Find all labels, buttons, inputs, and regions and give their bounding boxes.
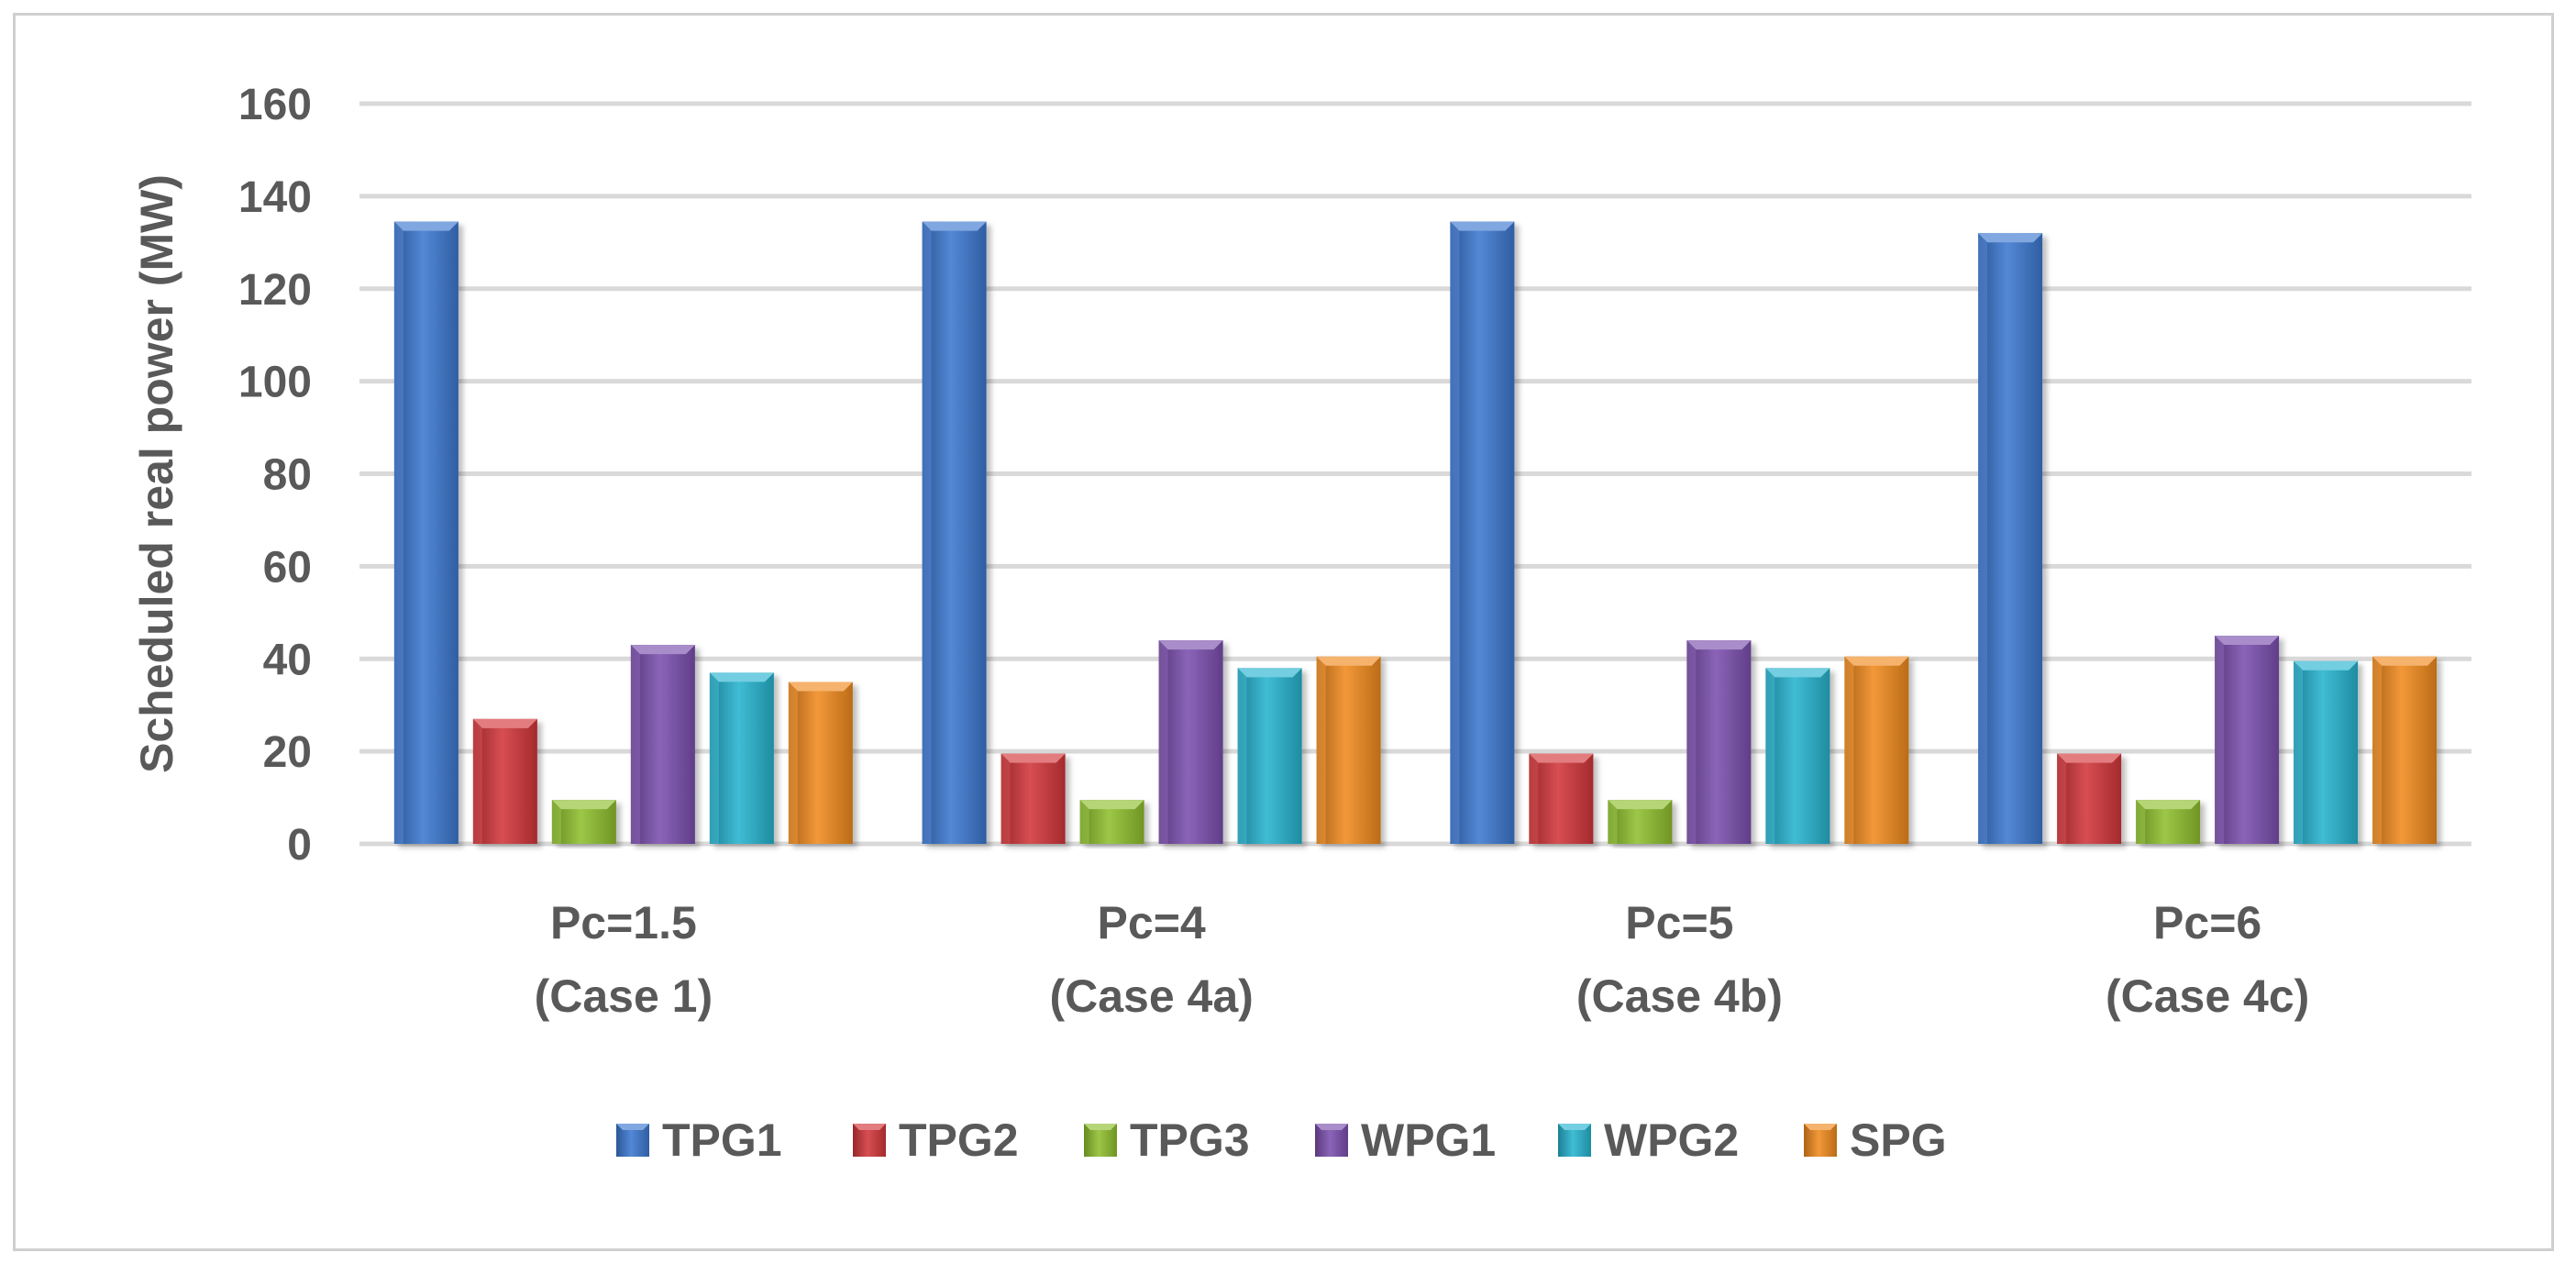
bar-wpg2-2 — [1237, 668, 1302, 844]
y-tick-label: 140 — [238, 173, 312, 222]
bar-tpg1-2 — [922, 221, 987, 845]
bar-wpg1-4 — [2215, 636, 2280, 844]
bar-tpg3-4 — [2136, 800, 2201, 844]
y-tick-label: 60 — [263, 543, 312, 592]
x-tick-label: Pc=1.5 — [550, 897, 697, 948]
legend-label: WPG1 — [1361, 1114, 1496, 1166]
x-tick-label: Pc=4 — [1098, 897, 1206, 948]
y-tick-label: 160 — [238, 81, 312, 129]
legend-item-wpg1: WPG1 — [1315, 1114, 1496, 1166]
y-tick-label: 20 — [263, 728, 312, 777]
bar-spg-4 — [2372, 656, 2438, 844]
bar-tpg2-4 — [2057, 753, 2122, 844]
y-tick-label: 0 — [287, 821, 312, 870]
bar-wpg2-3 — [1765, 668, 1830, 844]
bar-spg-2 — [1316, 656, 1381, 844]
bar-wpg1-2 — [1158, 640, 1223, 844]
legend-label: WPG2 — [1604, 1114, 1739, 1166]
bar-wpg2-4 — [2294, 660, 2359, 844]
x-tick-label: (Case 4a) — [1049, 970, 1253, 1022]
bar-spg-1 — [788, 682, 853, 844]
x-tick-label: (Case 1) — [535, 970, 713, 1022]
bar-tpg2-3 — [1529, 753, 1594, 844]
x-tick-label: (Case 4b) — [1576, 970, 1783, 1022]
x-tick-label: Pc=5 — [1625, 897, 1733, 948]
y-tick-label: 120 — [238, 266, 312, 315]
bar-tpg3-3 — [1608, 800, 1673, 844]
bar-tpg3-2 — [1079, 800, 1144, 844]
legend-label: SPG — [1850, 1114, 1947, 1166]
bar-wpg1-3 — [1686, 640, 1752, 844]
legend-label: TPG1 — [662, 1114, 782, 1166]
bar-tpg1-3 — [1450, 221, 1515, 845]
bar-tpg1-1 — [393, 221, 459, 845]
legend-label: TPG3 — [1130, 1114, 1250, 1166]
bar-tpg2-2 — [1001, 753, 1066, 844]
bar-spg-3 — [1844, 656, 1909, 844]
bar-tpg2-1 — [472, 718, 537, 844]
x-tick-label: Pc=6 — [2153, 897, 2261, 948]
legend-item-tpg3: TPG3 — [1084, 1114, 1250, 1166]
bar-tpg3-1 — [551, 800, 616, 844]
bar-wpg1-1 — [630, 645, 695, 844]
legend-item-spg: SPG — [1804, 1114, 1947, 1166]
y-tick-label: 40 — [263, 636, 312, 684]
legend-item-wpg2: WPG2 — [1558, 1114, 1739, 1166]
y-axis-label: Scheduled real power (MW) — [131, 174, 182, 773]
y-tick-label: 100 — [238, 359, 312, 407]
bar-tpg1-4 — [1978, 233, 2043, 845]
x-tick-label: (Case 4c) — [2106, 970, 2309, 1022]
y-tick-label: 80 — [263, 451, 312, 500]
legend-label: TPG2 — [899, 1114, 1019, 1166]
bar-wpg2-1 — [709, 672, 774, 844]
legend-item-tpg2: TPG2 — [853, 1114, 1019, 1166]
legend-item-tpg1: TPG1 — [616, 1114, 782, 1166]
